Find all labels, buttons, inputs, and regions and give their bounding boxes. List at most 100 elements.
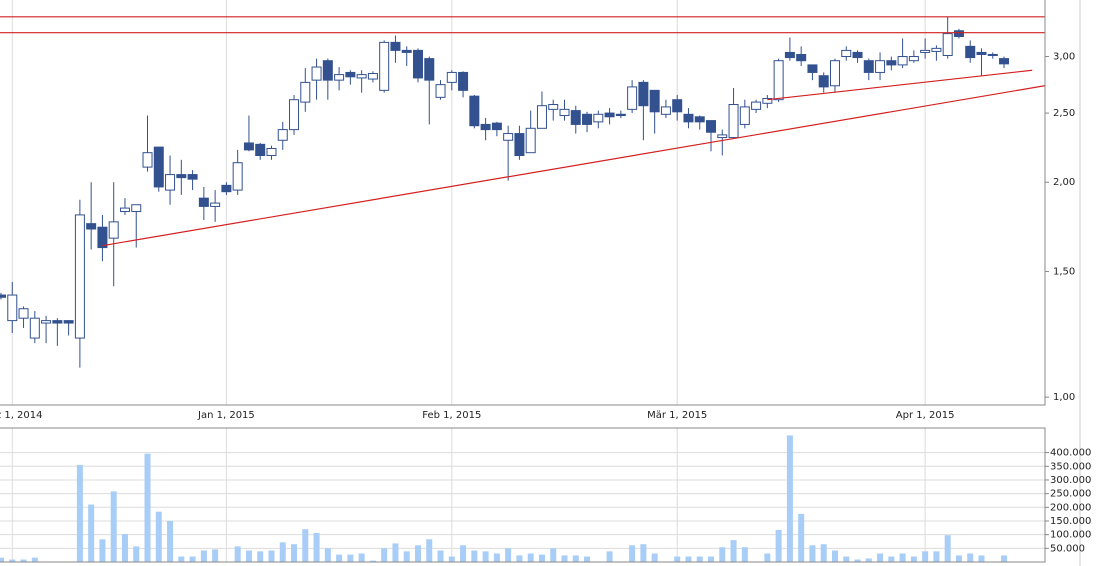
volume-bar bbox=[31, 557, 38, 562]
candle-body bbox=[875, 60, 886, 73]
volume-bar bbox=[741, 547, 748, 562]
volume-bar bbox=[493, 553, 500, 562]
candle-body bbox=[694, 116, 705, 123]
volume-bar bbox=[414, 545, 421, 562]
candle-body bbox=[852, 51, 863, 59]
candle-body bbox=[0, 294, 6, 298]
candle-body bbox=[255, 143, 266, 157]
volume-bar bbox=[245, 550, 252, 562]
volume-bar bbox=[843, 556, 850, 562]
candle-body bbox=[379, 41, 390, 91]
candle-body bbox=[187, 174, 198, 180]
volume-bar bbox=[121, 534, 128, 562]
candle-body bbox=[480, 123, 491, 131]
candle-body bbox=[210, 202, 221, 207]
grid-layer bbox=[0, 0, 1045, 562]
candle-body bbox=[683, 113, 694, 123]
candle-body bbox=[751, 101, 762, 110]
volume-bar bbox=[606, 551, 613, 562]
volume-bar bbox=[471, 550, 478, 562]
volume-bar bbox=[561, 555, 568, 562]
candle-body bbox=[232, 162, 243, 191]
volume-bar bbox=[76, 464, 83, 562]
candle-body bbox=[604, 112, 615, 118]
volume-bar bbox=[922, 551, 929, 562]
labels-layer: 1,00 1,50 2,00 2,50 3,00 Dez 1, 2014 Jan 1, 20… bbox=[0, 52, 1091, 555]
candle-body bbox=[165, 174, 176, 191]
candle-body bbox=[536, 105, 547, 129]
candle-body bbox=[446, 71, 457, 83]
candle-body bbox=[649, 89, 660, 113]
volume-bar bbox=[20, 559, 27, 562]
candle-body bbox=[503, 133, 514, 141]
volume-bar bbox=[527, 553, 534, 562]
volume-bar bbox=[392, 543, 399, 562]
candle-body bbox=[965, 45, 976, 59]
volume-bar bbox=[200, 550, 207, 562]
y-tick-label: 1,50 bbox=[1053, 266, 1075, 277]
candle-body bbox=[243, 142, 254, 151]
candle-body bbox=[86, 223, 97, 230]
volume-bar bbox=[831, 550, 838, 562]
volume-bar bbox=[460, 545, 467, 562]
candle-body bbox=[672, 99, 683, 113]
candle-body bbox=[570, 110, 581, 125]
price-frame bbox=[0, 0, 1046, 406]
volume-frame bbox=[0, 427, 1046, 563]
y-tick-label: 300.000 bbox=[1050, 475, 1091, 486]
candle-body bbox=[63, 320, 74, 324]
volume-bar bbox=[347, 554, 354, 562]
candle-body bbox=[953, 30, 964, 38]
candle-body bbox=[548, 103, 559, 110]
candle-body bbox=[97, 226, 108, 249]
x-tick-label: Dez 1, 2014 bbox=[0, 410, 42, 421]
candle-body bbox=[289, 99, 300, 131]
candle-body bbox=[762, 98, 773, 104]
volume-bar bbox=[775, 530, 782, 562]
candle-body bbox=[739, 106, 750, 125]
candle-body bbox=[582, 113, 593, 125]
volume-bar bbox=[155, 511, 162, 562]
candle-body bbox=[108, 221, 119, 239]
volume-bar bbox=[538, 554, 545, 562]
volume-bar bbox=[482, 551, 489, 562]
volume-bar bbox=[865, 558, 872, 562]
volume-bar bbox=[696, 556, 703, 562]
candle-body bbox=[638, 81, 649, 107]
candle-body bbox=[717, 134, 728, 139]
volume-bar bbox=[313, 533, 320, 562]
volume-bar bbox=[899, 553, 906, 562]
volume-bar bbox=[584, 556, 591, 562]
candle-body bbox=[514, 133, 525, 157]
candle-body bbox=[266, 147, 277, 157]
candle-body bbox=[660, 106, 671, 115]
candle-body bbox=[886, 60, 897, 66]
candle-body bbox=[142, 152, 153, 168]
candle-body bbox=[559, 108, 570, 117]
y-tick-label: 100.000 bbox=[1050, 530, 1091, 541]
candle-body bbox=[976, 51, 987, 55]
y-tick-label: 250.000 bbox=[1050, 489, 1091, 500]
candle-body bbox=[920, 49, 931, 53]
volume-bar bbox=[144, 453, 151, 562]
candle-body bbox=[153, 146, 164, 188]
volume-bar bbox=[302, 529, 309, 562]
volume-bar bbox=[448, 556, 455, 562]
candle-body bbox=[300, 81, 311, 103]
y-tick-label: 2,00 bbox=[1053, 177, 1075, 188]
candle-body bbox=[345, 71, 356, 78]
y-tick-label: 50.000 bbox=[1050, 543, 1085, 554]
volume-bar bbox=[629, 545, 636, 562]
volume-bar bbox=[888, 556, 895, 562]
candle-body bbox=[458, 71, 469, 91]
candle-body bbox=[74, 214, 85, 339]
candle-body bbox=[401, 49, 412, 53]
volume-bar bbox=[257, 551, 264, 562]
candle-body bbox=[29, 317, 40, 339]
candle-body bbox=[841, 49, 852, 58]
marks-layer bbox=[0, 16, 1045, 562]
y-tick-label: 2,50 bbox=[1053, 108, 1075, 119]
candle-body bbox=[615, 113, 626, 117]
candle-body bbox=[999, 58, 1010, 65]
